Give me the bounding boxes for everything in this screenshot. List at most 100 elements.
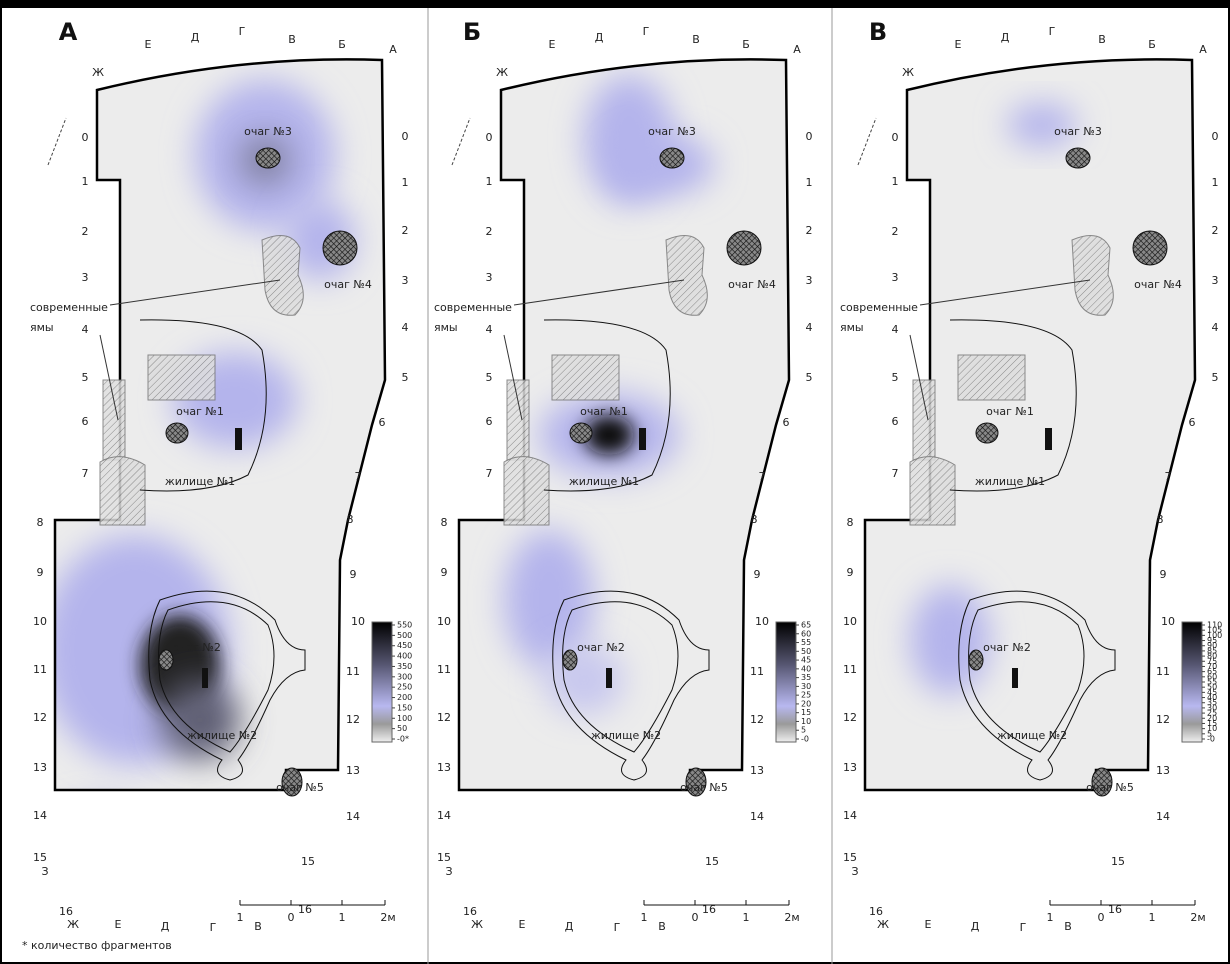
- row-label: 11: [346, 665, 360, 678]
- pit: [912, 379, 936, 461]
- column-label: Г: [239, 25, 246, 38]
- row-label: 14: [346, 810, 360, 823]
- dwelling-1: [139, 319, 267, 492]
- heat-blob: [820, 848, 930, 932]
- feature-label: жилище №2: [187, 729, 257, 742]
- row-label: 5: [1212, 371, 1219, 384]
- north-arrow: [47, 117, 67, 166]
- row-label: 7: [1165, 470, 1172, 483]
- hearth: [726, 230, 762, 266]
- colorbar-label: -0*: [397, 735, 409, 744]
- column-label: А: [1199, 43, 1207, 56]
- dwelling-1: [949, 319, 1077, 492]
- feature-label: очаг №2: [173, 641, 221, 654]
- column-label: Д: [595, 31, 604, 44]
- column-label: В: [288, 33, 296, 46]
- row-label: З: [41, 865, 48, 878]
- heat-blob: [45, 805, 155, 875]
- row-label: 8: [37, 516, 44, 529]
- colorbar-label: 20: [1207, 714, 1217, 723]
- row-label: 15: [843, 851, 857, 864]
- colorbar-label: 90: [1207, 641, 1217, 650]
- panel-letter: В: [869, 18, 887, 46]
- colorbar-label: 500: [397, 631, 412, 640]
- figure-icon: [1045, 428, 1052, 450]
- hearth: [968, 649, 984, 671]
- heat-blob: [584, 415, 634, 455]
- colorbar-label: 35: [1207, 698, 1217, 707]
- column-label: Е: [925, 918, 932, 931]
- figure-icon: [202, 668, 208, 688]
- row-label: 3: [82, 271, 89, 284]
- column-label: В: [1098, 33, 1106, 46]
- row-label: 0: [82, 131, 89, 144]
- row-label: 15: [437, 851, 451, 864]
- column-label: Д: [191, 31, 200, 44]
- row-label: 12: [1156, 713, 1170, 726]
- colorbar-label: 40: [801, 664, 811, 673]
- feature-label: ямы: [840, 321, 864, 334]
- row-label: 2: [1212, 224, 1219, 237]
- colorbar-label: 30: [1207, 703, 1217, 712]
- column-label: В: [1064, 920, 1072, 933]
- row-label: 16: [298, 903, 312, 916]
- row-label: 0: [892, 131, 899, 144]
- pit: [506, 379, 530, 461]
- row-label: 10: [755, 615, 769, 628]
- row-label: З: [445, 865, 452, 878]
- colorbar-label: 40: [1207, 693, 1217, 702]
- panel: В ЕД ГВ Б АЖЖ Е Д Г В0123456789101112131415З1601…: [820, 18, 1222, 934]
- row-label: 15: [301, 855, 315, 868]
- heat-blob: [504, 530, 594, 670]
- feature-label: жилище №1: [569, 475, 639, 488]
- row-label: 8: [441, 516, 448, 529]
- row-label: 5: [486, 371, 493, 384]
- row-label: 1: [1212, 176, 1219, 189]
- colorbar-label: 55: [1207, 678, 1217, 687]
- feature-label: очаг №4: [1134, 278, 1182, 291]
- column-label: Д: [161, 920, 170, 933]
- row-label: 14: [437, 809, 451, 822]
- row-label: 3: [892, 271, 899, 284]
- row-label: 9: [754, 568, 761, 581]
- row-label: 14: [33, 809, 47, 822]
- row-label: 9: [37, 566, 44, 579]
- feature-label: жилище №2: [591, 729, 661, 742]
- figure-icon: [639, 428, 646, 450]
- hearth: [659, 147, 685, 169]
- row-label: 6: [783, 416, 790, 429]
- colorbar: [775, 621, 797, 743]
- row-label: 10: [437, 615, 451, 628]
- column-label: Б: [1148, 38, 1156, 51]
- row-label: 13: [750, 764, 764, 777]
- row-label: 12: [346, 713, 360, 726]
- column-label: В: [658, 920, 666, 933]
- hearth: [1065, 147, 1091, 169]
- column-label: Б: [742, 38, 750, 51]
- feature-label: современные: [434, 301, 512, 314]
- row-label: З: [851, 865, 858, 878]
- row-label: 13: [1156, 764, 1170, 777]
- row-label: 9: [847, 566, 854, 579]
- row-label: 7: [759, 470, 766, 483]
- north-arrow: [451, 117, 471, 166]
- colorbar-label: 300: [397, 672, 412, 681]
- colorbar-label: 45: [801, 656, 811, 665]
- scale-label: 1: [1047, 911, 1054, 924]
- hearth: [569, 422, 593, 444]
- row-label: 10: [33, 615, 47, 628]
- figure-icon: [606, 668, 612, 688]
- row-label: 8: [751, 513, 758, 526]
- column-label: Е: [955, 38, 962, 51]
- pit: [102, 379, 126, 461]
- leader: [919, 279, 1091, 306]
- row-label: 4: [402, 321, 409, 334]
- pit: [99, 456, 146, 526]
- feature-label: очаг №5: [680, 781, 728, 794]
- feature-label: очаг №1: [986, 405, 1034, 418]
- feature-label: очаг №4: [728, 278, 776, 291]
- column-label: Г: [210, 921, 217, 934]
- column-label: Е: [145, 38, 152, 51]
- row-label: 10: [843, 615, 857, 628]
- column-label: В: [692, 33, 700, 46]
